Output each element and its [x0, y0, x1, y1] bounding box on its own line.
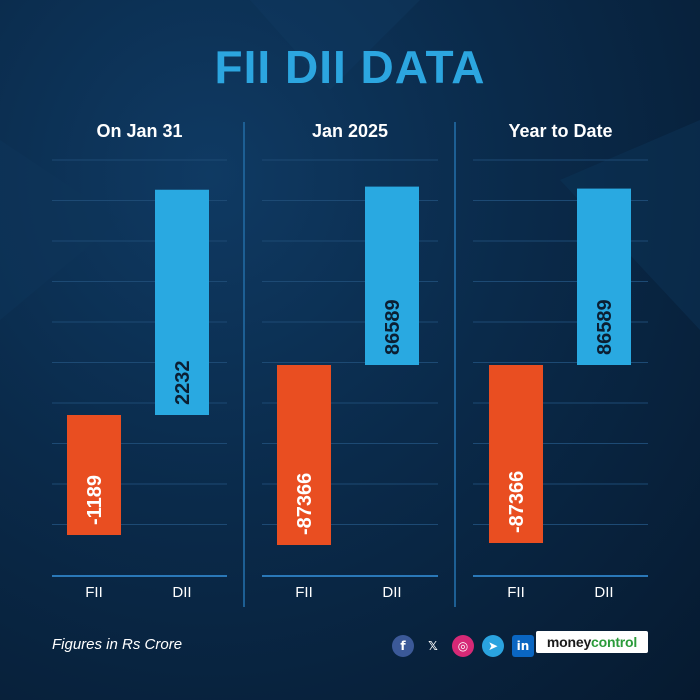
page-title: FII DII DATA — [214, 41, 486, 93]
panel-divider — [243, 122, 245, 607]
moneycontrol-logo: money control — [536, 631, 648, 653]
data-label: -1189 — [84, 475, 106, 525]
panel-title: On Jan 31 — [96, 121, 182, 141]
data-label: -87366 — [506, 471, 528, 533]
telegram-icon[interactable]: ➤ — [482, 635, 504, 657]
category-label: DII — [172, 584, 191, 601]
data-label: 2232 — [172, 361, 194, 406]
linkedin-icon[interactable]: in — [512, 635, 534, 657]
category-label: FII — [85, 584, 103, 601]
dii-bar — [155, 189, 209, 415]
social-links: f 𝕏 ◎ ➤ in — [392, 635, 534, 657]
fii-bar — [67, 415, 121, 535]
data-label: -87366 — [294, 473, 316, 535]
dii-bar — [365, 186, 419, 365]
x-twitter-icon[interactable]: 𝕏 — [428, 639, 438, 653]
data-label: 86589 — [382, 299, 404, 355]
category-label: FII — [507, 584, 525, 601]
fii-bar — [489, 365, 543, 543]
instagram-icon[interactable]: ◎ — [452, 635, 474, 657]
category-label: DII — [382, 584, 401, 601]
category-label: DII — [594, 584, 613, 601]
panel-divider — [454, 122, 456, 607]
dii-bar — [577, 188, 631, 365]
footer-note: Figures in Rs Crore — [52, 636, 183, 653]
category-label: FII — [295, 584, 313, 601]
panel-title: Jan 2025 — [312, 121, 388, 141]
panel-title: Year to Date — [508, 121, 612, 141]
data-label: 86589 — [594, 299, 616, 355]
fii-bar — [277, 365, 331, 545]
facebook-icon[interactable]: f — [392, 635, 414, 657]
